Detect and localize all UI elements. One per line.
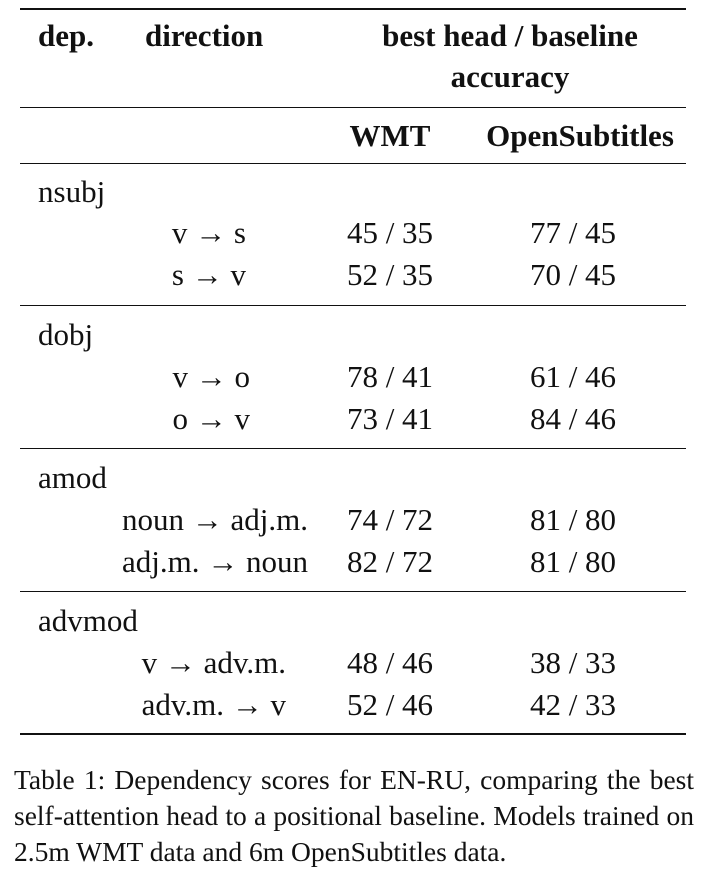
- direction-cell: s → v: [171, 257, 246, 292]
- subheader-rule: [20, 163, 686, 164]
- direction-cell: adv.m. → v: [141, 687, 286, 722]
- wmt-score-cell: 82 / 72: [346, 544, 434, 579]
- os-score-cell: 70 / 45: [529, 257, 617, 292]
- header-col-wmt: WMT: [349, 118, 431, 153]
- os-score-cell: 84 / 46: [529, 401, 617, 436]
- wmt-score-cell: 45 / 35: [346, 215, 434, 250]
- header-direction: direction: [145, 18, 264, 53]
- wmt-score-cell: 73 / 41: [346, 401, 434, 436]
- direction-cell: adj.m. → noun: [122, 544, 308, 579]
- dep-label: dobj: [38, 317, 94, 352]
- os-score-cell: 77 / 45: [529, 215, 617, 250]
- group-rule-1: [20, 305, 686, 306]
- direction-cell: v → adv.m.: [141, 645, 286, 680]
- wmt-score-cell: 78 / 41: [346, 359, 434, 394]
- dep-label: nsubj: [38, 174, 106, 209]
- wmt-score-cell: 52 / 35: [346, 257, 434, 292]
- dep-label: advmod: [38, 603, 138, 638]
- os-score-cell: 81 / 80: [529, 502, 617, 537]
- direction-cell: v → s: [171, 215, 246, 250]
- group-rule-2: [20, 448, 686, 449]
- direction-cell: noun → adj.m.: [122, 502, 308, 537]
- table-caption: Table 1: Dependency scores for EN-RU, co…: [14, 764, 694, 867]
- header-metric-line2: accuracy: [450, 59, 570, 94]
- header-dep: dep.: [38, 18, 94, 53]
- os-score-cell: 38 / 33: [529, 645, 617, 680]
- direction-cell: o → v: [172, 401, 251, 436]
- wmt-score-cell: 48 / 46: [346, 645, 434, 680]
- os-score-cell: 81 / 80: [529, 544, 617, 579]
- direction-cell: v → o: [172, 359, 251, 394]
- os-score-cell: 61 / 46: [529, 359, 617, 394]
- header-col-opensubtitles: OpenSubtitles: [486, 118, 674, 153]
- os-score-cell: 42 / 33: [529, 687, 617, 722]
- group-rule-3: [20, 591, 686, 592]
- header-metric-line1: best head / baseline: [382, 18, 638, 53]
- bottom-rule: [20, 733, 686, 735]
- top-rule: [20, 8, 686, 10]
- header-rule: [20, 107, 686, 108]
- dep-label: amod: [38, 460, 107, 495]
- wmt-score-cell: 74 / 72: [346, 502, 434, 537]
- wmt-score-cell: 52 / 46: [346, 687, 434, 722]
